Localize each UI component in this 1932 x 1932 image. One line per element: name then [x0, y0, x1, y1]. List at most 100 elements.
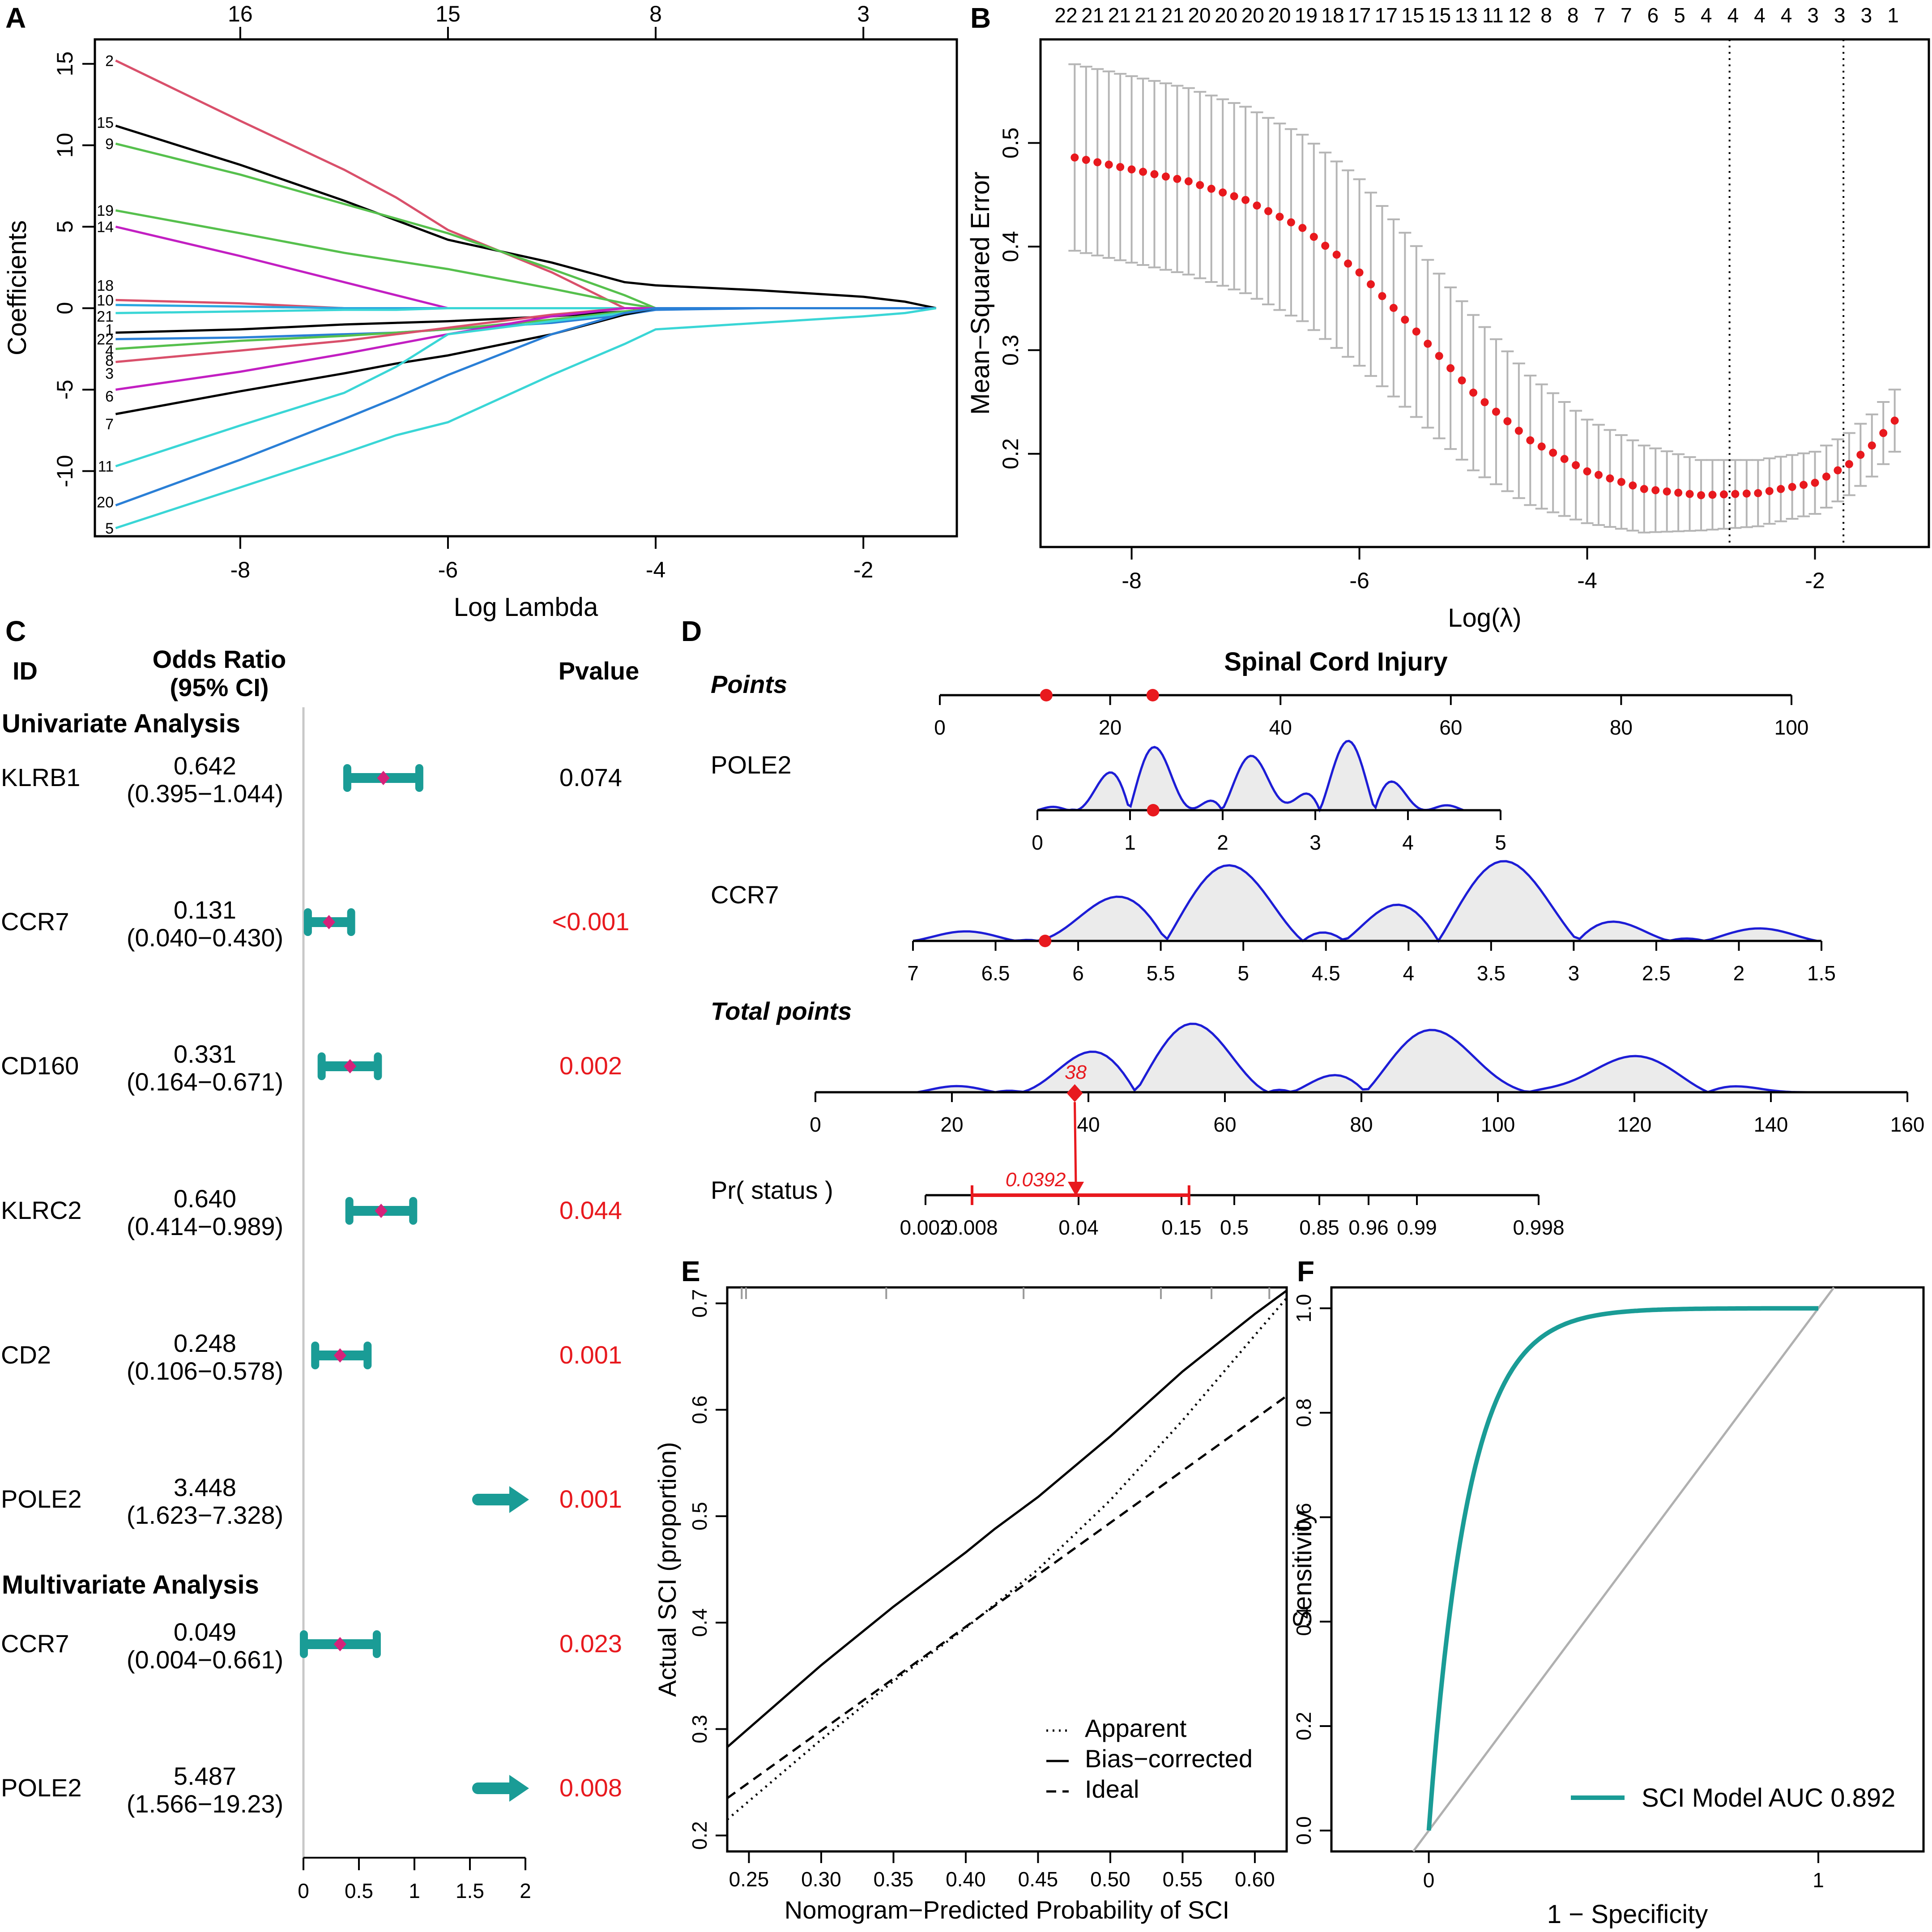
mse-point	[1754, 489, 1762, 497]
mse-point	[1503, 417, 1512, 426]
total-density-fill	[917, 1024, 1808, 1092]
odds-ratio: 0.331	[174, 1040, 236, 1068]
line-label: 15	[97, 115, 114, 132]
y-tick-label: 0.3	[688, 1715, 711, 1744]
mse-point	[1378, 292, 1386, 300]
x-axis-label: Log(λ)	[1448, 603, 1521, 633]
scale-tick-label: 2.5	[1642, 962, 1671, 985]
estimate-point	[344, 1059, 357, 1073]
panel-letter: C	[5, 615, 26, 647]
plot-frame	[94, 38, 958, 538]
top-tick-label: 4	[1754, 4, 1766, 27]
scale-tick-label: 100	[1774, 716, 1809, 739]
pole2-marker	[1147, 804, 1160, 816]
scale-tick-label: 0	[1032, 831, 1043, 854]
mse-point	[1275, 213, 1284, 221]
ccr7-density-fill	[913, 861, 1817, 941]
line-label: 8	[105, 352, 114, 369]
mse-point	[1196, 181, 1204, 189]
mse-point	[1355, 268, 1364, 277]
mse-point	[1708, 491, 1717, 499]
panel-letter: A	[5, 2, 26, 34]
confidence-interval: (0.414−0.989)	[127, 1212, 283, 1240]
x-tick-label: 0.35	[874, 1868, 914, 1891]
scale-tick-label: 0	[810, 1113, 821, 1136]
confidence-interval: (1.623−7.328)	[127, 1501, 283, 1529]
scale-tick-label: 0.998	[1513, 1216, 1564, 1239]
mse-point	[1526, 436, 1535, 445]
scale-tick-label: 4	[1403, 962, 1414, 985]
mse-point	[1219, 188, 1227, 197]
line-label: 2	[105, 52, 114, 69]
scale-tick-label: 2	[1733, 962, 1745, 985]
odds-ratio: 3.448	[174, 1473, 236, 1501]
mse-point	[1617, 478, 1625, 486]
x-tick-label: 0	[1423, 1868, 1435, 1892]
line-label: 22	[97, 331, 114, 348]
mse-point	[1834, 466, 1842, 474]
scale-tick-label: 0.002	[900, 1216, 951, 1239]
y-tick-label: 0.4	[688, 1608, 711, 1637]
y-tick-label: 5	[52, 221, 77, 233]
mse-point	[1116, 163, 1125, 171]
top-tick-label: 21	[1108, 4, 1131, 27]
column-header-pvalue: Pvalue	[559, 657, 640, 685]
line-label: 10	[97, 292, 114, 309]
mse-point	[1446, 364, 1455, 372]
x-tick-label: -2	[853, 557, 873, 582]
mse-point	[1583, 467, 1591, 476]
odds-ratio: 0.131	[174, 896, 236, 924]
row-id: CD2	[1, 1341, 51, 1369]
row-id: KLRB1	[1, 763, 80, 791]
scale-tick-label: 120	[1617, 1113, 1652, 1136]
x-axis-label: Nomogram−Predicted Probability of SCI	[785, 1896, 1229, 1924]
x-tick-label: 0.25	[729, 1868, 769, 1891]
mse-point	[1184, 177, 1193, 186]
calibration-line-2	[726, 1395, 1288, 1799]
plot-frame	[1039, 38, 1930, 548]
scale-tick-label: 6.5	[981, 962, 1010, 985]
top-tick-label: 11	[1482, 4, 1504, 27]
top-tick-label: 7	[1621, 4, 1632, 27]
scale-tick-label: 0.96	[1348, 1216, 1389, 1239]
scale-tick-label: 4	[1402, 831, 1414, 854]
mse-point	[1651, 486, 1660, 495]
confidence-interval: (1.566−19.23)	[127, 1790, 283, 1818]
top-tick-label: 5	[1674, 4, 1685, 27]
scale-tick-label: 80	[1610, 716, 1633, 739]
scale-tick-label: 40	[1077, 1113, 1100, 1136]
coefficient-line-11	[115, 307, 936, 507]
confidence-interval: (0.395−1.044)	[127, 779, 283, 808]
mse-point	[1742, 489, 1751, 498]
mse-point	[1856, 451, 1865, 459]
estimate-point	[323, 915, 336, 929]
estimate-point	[333, 1348, 346, 1363]
mse-point	[1424, 339, 1432, 348]
points-marker	[1146, 689, 1159, 701]
top-tick-label: 13	[1455, 4, 1478, 27]
scale-tick-label: 100	[1481, 1113, 1515, 1136]
scale-tick-label: 20	[940, 1113, 963, 1136]
mse-point	[1492, 407, 1500, 416]
plot-frame	[1330, 1286, 1925, 1853]
mse-point	[1868, 441, 1876, 450]
legend-label: Apparent	[1085, 1714, 1187, 1742]
ci-arrow-head	[509, 1775, 529, 1802]
y-tick-label: 0.4	[998, 231, 1023, 262]
y-tick-label: 0.6	[1292, 1503, 1315, 1531]
scale-tick-label: 160	[1890, 1113, 1925, 1136]
y-tick-label: 10	[52, 133, 77, 158]
scale-tick-label: 0.5	[1220, 1216, 1249, 1239]
nomogram-title: Spinal Cord Injury	[1224, 647, 1448, 676]
mse-point	[1332, 250, 1341, 259]
top-tick-label: 8	[1540, 4, 1552, 27]
pole2-density-fill	[1037, 741, 1463, 810]
panel-letter: D	[681, 615, 702, 647]
column-header-or: Odds Ratio	[153, 645, 286, 673]
top-tick-label: 8	[1567, 4, 1579, 27]
top-tick-label: 21	[1081, 4, 1104, 27]
top-tick-label: 15	[1401, 4, 1424, 27]
y-axis-label: Sensitivity	[1288, 1511, 1317, 1628]
x-tick-label: 0.30	[801, 1868, 841, 1891]
